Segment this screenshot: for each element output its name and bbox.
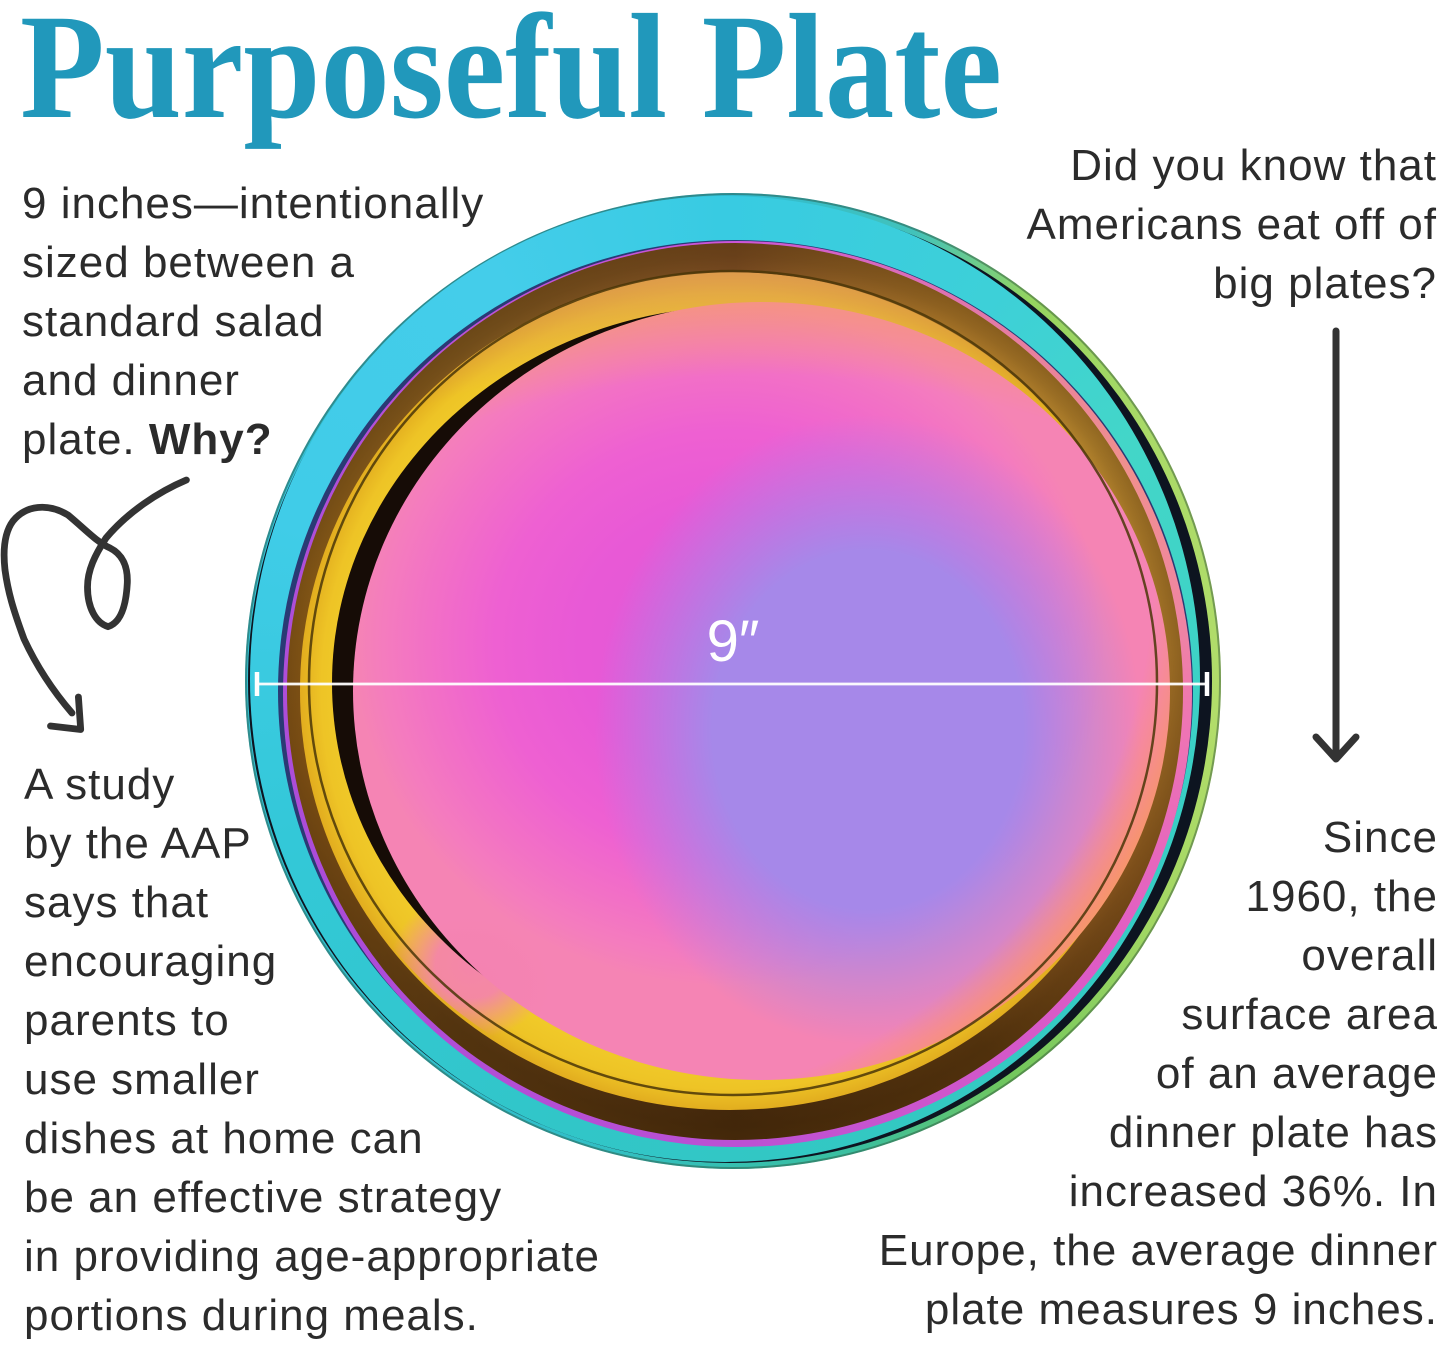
svg-text:9″: 9″ bbox=[707, 609, 760, 674]
svg-text:Purposeful Plate: Purposeful Plate bbox=[20, 0, 1002, 150]
